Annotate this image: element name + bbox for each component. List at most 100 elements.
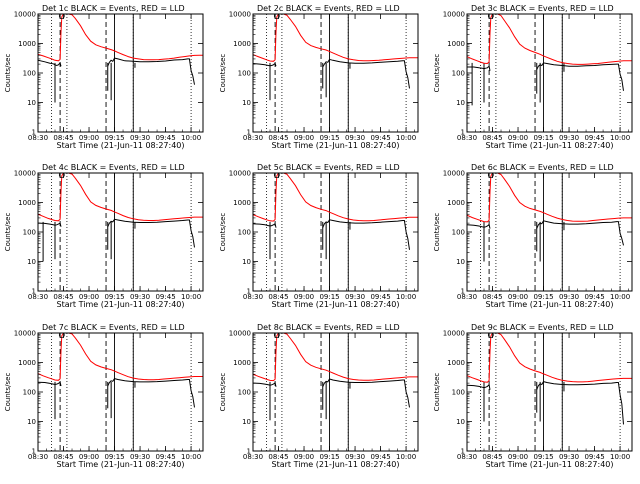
y-tick-label: 10 xyxy=(27,99,36,107)
peak-marker-circle xyxy=(273,173,280,178)
y-axis-label: Counts/sec xyxy=(433,373,441,412)
x-axis-label: Start Time (21-Jun-11 08:27:40) xyxy=(57,300,185,309)
y-tick-label: 1 xyxy=(32,129,36,137)
panel-det-1: Det 1c BLACK = Events, RED = LLD 1 10 100 10… xyxy=(4,4,204,150)
x-axis-label: Start Time (21-Jun-11 08:27:40) xyxy=(486,460,614,469)
panel-plot-area xyxy=(467,14,632,132)
y-axis-label: Counts/sec xyxy=(219,54,227,93)
x-tick-label: 09:15 xyxy=(533,453,553,461)
y-tick-label: 10 xyxy=(456,99,465,107)
y-tick-label: 100 xyxy=(238,229,251,237)
panel-plot-area xyxy=(253,173,418,291)
panel-title: Det 2c BLACK = Events, RED = LLD xyxy=(257,4,400,13)
y-tick-label: 1000 xyxy=(447,199,465,207)
x-tick-label: 08:45 xyxy=(482,293,502,301)
panel-title: Det 3c BLACK = Events, RED = LLD xyxy=(471,4,614,13)
x-tick-label: 10:00 xyxy=(396,293,416,301)
y-tick-label: 100 xyxy=(23,70,36,78)
x-axis-label: Start Time (21-Jun-11 08:27:40) xyxy=(486,141,614,150)
x-tick-label: 08:30 xyxy=(243,134,263,142)
x-tick-label: 09:45 xyxy=(155,134,175,142)
lld-series xyxy=(467,333,632,383)
y-tick-label: 1 xyxy=(32,288,36,296)
lld-series xyxy=(253,14,418,62)
events-series-segment-2 xyxy=(322,219,410,250)
y-tick-label: 10000 xyxy=(14,11,36,19)
panel-title: Det 8c BLACK = Events, RED = LLD xyxy=(257,323,400,332)
y-tick-label: 1000 xyxy=(18,359,36,367)
x-tick-label: 08:45 xyxy=(53,453,73,461)
x-tick-label: 09:45 xyxy=(155,293,175,301)
x-tick-label: 10:00 xyxy=(610,453,630,461)
x-tick-label: 09:00 xyxy=(508,134,528,142)
events-series-segment-2 xyxy=(322,378,410,408)
peak-marker-circle xyxy=(58,173,65,178)
panel-frame xyxy=(37,332,204,452)
x-tick-label: 08:45 xyxy=(53,134,73,142)
x-tick-label: 09:30 xyxy=(559,134,579,142)
events-series-segment-1 xyxy=(38,59,62,67)
y-tick-label: 1 xyxy=(247,129,251,137)
y-tick-label: 100 xyxy=(452,70,465,78)
x-tick-label: 09:30 xyxy=(130,453,150,461)
panel-det-3: Det 3c BLACK = Events, RED = LLD 1 10 100 10… xyxy=(433,4,633,150)
x-tick-label: 09:00 xyxy=(294,134,314,142)
x-tick-label: 09:00 xyxy=(79,134,99,142)
y-tick-label: 100 xyxy=(238,70,251,78)
panel-plot-area xyxy=(38,173,203,291)
x-tick-label: 08:30 xyxy=(243,453,263,461)
panel-frame xyxy=(466,13,633,133)
x-tick-label: 09:30 xyxy=(130,293,150,301)
x-tick-label: 08:30 xyxy=(28,134,48,142)
x-tick-label: 09:15 xyxy=(533,134,553,142)
x-tick-label: 09:15 xyxy=(533,293,553,301)
panel-plot-area xyxy=(467,173,632,291)
x-tick-label: 09:15 xyxy=(319,453,339,461)
peak-marker-circle xyxy=(58,333,65,338)
lld-series xyxy=(467,173,632,223)
y-tick-label: 100 xyxy=(452,229,465,237)
x-axis-label: Start Time (21-Jun-11 08:27:40) xyxy=(57,460,185,469)
x-axis-label: Start Time (21-Jun-11 08:27:40) xyxy=(272,141,400,150)
events-series-segment-1 xyxy=(253,223,277,228)
peak-marker-circle xyxy=(487,333,494,338)
x-tick-label: 10:00 xyxy=(610,293,630,301)
x-tick-label: 08:30 xyxy=(457,453,477,461)
events-series-segment-1 xyxy=(38,381,62,387)
lld-series xyxy=(467,14,632,65)
events-series-segment-2 xyxy=(107,57,195,85)
events-series-segment-2 xyxy=(536,381,624,425)
panel-title: Det 5c BLACK = Events, RED = LLD xyxy=(257,163,400,172)
panel-frame xyxy=(37,172,204,292)
x-tick-label: 09:15 xyxy=(104,134,124,142)
y-tick-label: 1 xyxy=(32,448,36,456)
panel-title: Det 9c BLACK = Events, RED = LLD xyxy=(471,323,614,332)
x-tick-label: 08:45 xyxy=(268,134,288,142)
panel-plot-area xyxy=(253,333,418,451)
y-axis-label: Counts/sec xyxy=(219,213,227,252)
x-tick-label: 09:00 xyxy=(508,453,528,461)
x-tick-label: 09:00 xyxy=(294,293,314,301)
panel-det-9: Det 9c BLACK = Events, RED = LLD 1 10 100 10… xyxy=(433,323,633,469)
y-tick-label: 1 xyxy=(247,448,251,456)
peak-marker-circle xyxy=(487,14,494,19)
lld-series xyxy=(38,173,203,222)
y-tick-label: 1 xyxy=(461,448,465,456)
y-tick-label: 1 xyxy=(247,288,251,296)
y-tick-label: 100 xyxy=(238,389,251,397)
x-tick-label: 09:00 xyxy=(79,293,99,301)
x-axis-label: Start Time (21-Jun-11 08:27:40) xyxy=(272,460,400,469)
y-tick-label: 100 xyxy=(452,389,465,397)
x-tick-label: 09:45 xyxy=(370,453,390,461)
events-series-segment-2 xyxy=(322,58,410,89)
x-tick-label: 09:15 xyxy=(319,134,339,142)
events-series-segment-2 xyxy=(107,218,195,248)
x-tick-label: 08:30 xyxy=(457,134,477,142)
events-series-segment-1 xyxy=(467,223,491,229)
x-tick-label: 10:00 xyxy=(181,293,201,301)
panel-det-6: Det 6c BLACK = Events, RED = LLD 1 10 100 10… xyxy=(433,163,633,309)
y-axis-label: Counts/sec xyxy=(4,54,12,93)
x-tick-label: 09:30 xyxy=(345,293,365,301)
